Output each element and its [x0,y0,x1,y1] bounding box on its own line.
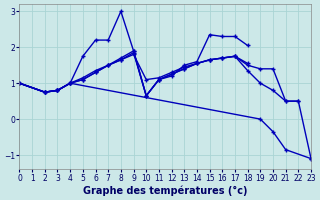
X-axis label: Graphe des températures (°c): Graphe des températures (°c) [83,185,247,196]
